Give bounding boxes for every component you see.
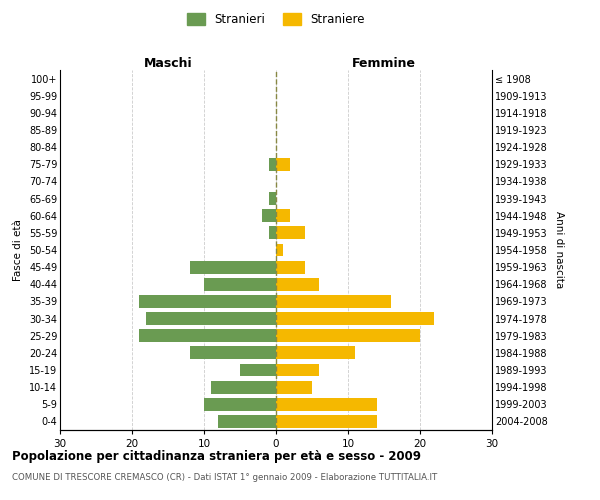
Bar — [276, 380, 312, 394]
Bar — [262, 210, 276, 222]
Bar — [276, 244, 283, 256]
Bar — [269, 226, 276, 239]
Bar — [218, 415, 276, 428]
Bar — [276, 312, 434, 325]
Bar — [276, 330, 420, 342]
Text: COMUNE DI TRESCORE CREMASCO (CR) - Dati ISTAT 1° gennaio 2009 - Elaborazione TUT: COMUNE DI TRESCORE CREMASCO (CR) - Dati … — [12, 472, 437, 482]
Bar — [276, 346, 355, 360]
Bar — [276, 398, 377, 410]
Bar — [276, 278, 319, 290]
Bar — [276, 364, 319, 376]
Bar — [276, 226, 305, 239]
Bar — [269, 158, 276, 170]
Bar — [269, 192, 276, 205]
Text: Popolazione per cittadinanza straniera per età e sesso - 2009: Popolazione per cittadinanza straniera p… — [12, 450, 421, 463]
Bar — [211, 380, 276, 394]
Legend: Stranieri, Straniere: Stranieri, Straniere — [182, 8, 370, 31]
Bar — [276, 260, 305, 274]
Bar — [240, 364, 276, 376]
Y-axis label: Anni di nascita: Anni di nascita — [554, 212, 564, 288]
Bar — [276, 158, 290, 170]
Bar — [146, 312, 276, 325]
Bar — [139, 295, 276, 308]
Bar — [276, 295, 391, 308]
Bar — [276, 415, 377, 428]
Text: Femmine: Femmine — [352, 57, 416, 70]
Bar — [190, 260, 276, 274]
Bar — [139, 330, 276, 342]
Y-axis label: Fasce di età: Fasce di età — [13, 219, 23, 281]
Bar — [276, 210, 290, 222]
Text: Maschi: Maschi — [143, 57, 193, 70]
Bar — [204, 398, 276, 410]
Bar — [190, 346, 276, 360]
Bar — [204, 278, 276, 290]
